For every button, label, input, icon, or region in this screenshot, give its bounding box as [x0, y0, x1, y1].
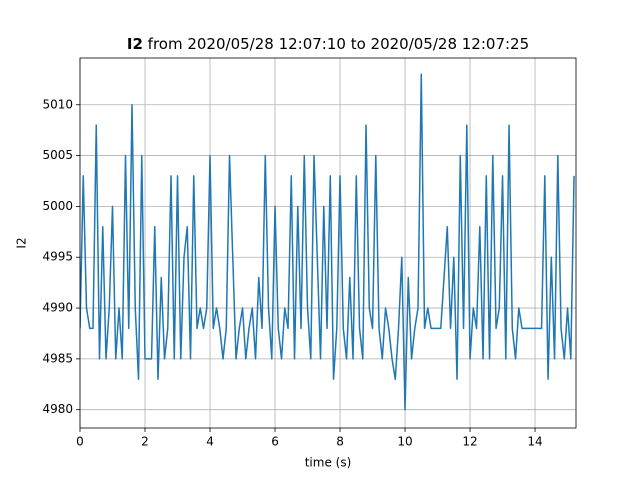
plot-area	[80, 73, 575, 411]
y-axis-label: I2	[15, 237, 29, 248]
y-tick-label: 4980	[42, 402, 73, 416]
y-tick-label: 4995	[42, 250, 73, 264]
x-tick-label: 6	[271, 435, 279, 449]
x-tick-label: 2	[141, 435, 149, 449]
chart-title: I2 from 2020/05/28 12:07:10 to 2020/05/2…	[127, 35, 529, 53]
x-tick-label: 12	[462, 435, 477, 449]
x-axis-label: time (s)	[305, 456, 352, 470]
axes-frame	[79, 57, 577, 429]
x-tick-label: 4	[206, 435, 214, 449]
x-tick-label: 8	[336, 435, 344, 449]
y-tick-label: 4985	[42, 351, 73, 365]
y-tick-label: 5005	[42, 148, 73, 162]
title-range: from 2020/05/28 12:07:10 to 2020/05/28 1…	[148, 35, 529, 53]
y-tick-label: 5000	[42, 199, 73, 213]
x-tick-label: 0	[76, 435, 84, 449]
x-tick-label: 14	[527, 435, 542, 449]
x-tick-label: 10	[397, 435, 412, 449]
data-line	[80, 73, 575, 411]
y-tick-label: 5010	[42, 97, 73, 111]
y-tick-label: 4990	[42, 301, 73, 315]
title-variable: I2	[127, 35, 143, 53]
